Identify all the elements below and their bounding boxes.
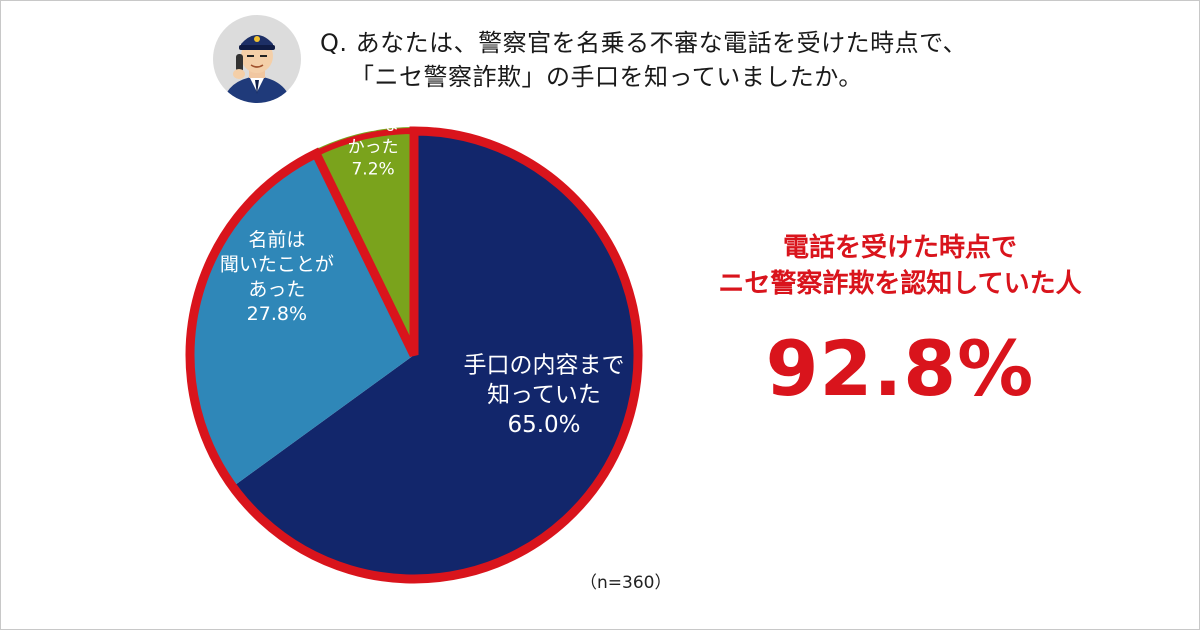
slice-category-label: かった (348, 137, 399, 157)
pie-slice-0 (229, 127, 643, 583)
slice-category-label: 知っていた (487, 382, 601, 408)
question-line-2: 「ニセ警察詐欺」の手口を知っていましたか。 (350, 63, 863, 91)
pie-slice-1 (186, 149, 414, 490)
slice-label-1: 名前は聞いたことがあった 27.8% (220, 229, 334, 325)
highlight-value: 92.8% (765, 324, 1035, 413)
slice-label-0: 手口の内容まで知っていた 65.0% (464, 352, 625, 438)
sample-size: （n=360） (580, 573, 672, 593)
police-officer-on-phone-icon (213, 15, 301, 103)
slice-category-label: 聞いたことが (220, 254, 334, 276)
slice-value-label: 27.8% (247, 303, 307, 325)
slice-value-label: 65.0% (507, 412, 580, 438)
minor-slice-outline (312, 127, 417, 357)
slice-category-label: 知らな (348, 115, 399, 135)
highlight-callout: 電話を受けた時点で ニセ警察詐欺を認知していた人 92.8% (660, 230, 1140, 414)
question-line-1: Q. あなたは、警察官を名乗る不審な電話を受けた時点で、 (320, 29, 968, 57)
survey-question: Q. あなたは、警察官を名乗る不審な電話を受けた時点で、 「ニセ警察詐欺」の手口… (320, 26, 967, 94)
slice-category-label: 名前は (248, 229, 305, 251)
emphasis-outline (185, 126, 643, 584)
slice-category-label: あった (248, 278, 305, 300)
slice-label-2: 知らなかった 7.2% (348, 115, 399, 179)
highlight-caption-line-2: ニセ警察詐欺を認知していた人 (718, 269, 1082, 299)
slice-category-label: 手口の内容まで (464, 352, 625, 378)
highlight-caption-line-1: 電話を受けた時点で (782, 233, 1017, 263)
slice-value-label: 7.2% (351, 159, 394, 179)
